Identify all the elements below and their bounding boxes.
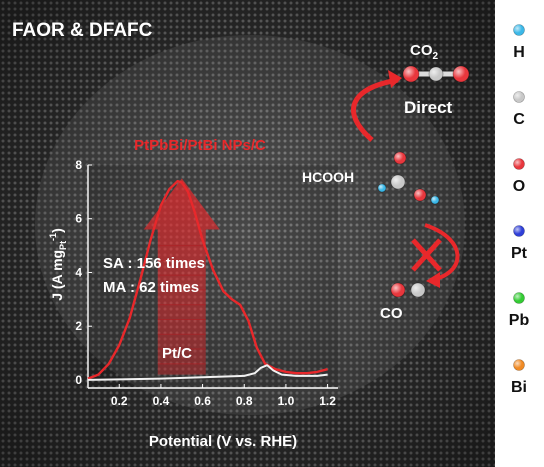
mass-activity-text: MA : 62 times: [103, 279, 199, 296]
legend-label-bi: Bi: [511, 379, 527, 396]
x-tick-label: 0.4: [153, 394, 170, 408]
hcooh-hydrogen-atom-shine: [431, 196, 439, 204]
legend-label-o: O: [513, 178, 525, 195]
hcooh-oxygen-atom-shine: [394, 152, 406, 164]
direct-pathway-arrow: [351, 77, 399, 142]
figure-title: FAOR & DFAFC: [12, 20, 153, 41]
co2-oxygen-atom-shine: [453, 66, 469, 82]
reaction-scheme: CO2 Direct HCOOH CO: [302, 42, 470, 322]
legend-swatch-shine: [513, 158, 525, 170]
co-oxygen-atom-shine: [391, 283, 405, 297]
legend-label-pt: Pt: [511, 245, 528, 262]
series-line-catalyst: [87, 179, 328, 380]
x-axis-label: Potential (V vs. RHE): [149, 433, 297, 450]
plot-area: [88, 165, 338, 388]
y-tick-label: 8: [75, 158, 82, 172]
x-tick-label: 0.8: [236, 394, 253, 408]
direct-pathway-arrowhead: [388, 70, 402, 88]
reference-label: Pt/C: [162, 345, 192, 362]
hcooh-hydrogen-atom-shine: [378, 184, 386, 192]
co-carbon-atom-shine: [411, 283, 425, 297]
legend-swatch-shine: [513, 225, 525, 237]
element-legend: H C O Pt Pb Bi: [509, 24, 530, 396]
legend-swatch-shine: [513, 292, 525, 304]
legend-label-c: C: [513, 111, 525, 128]
co2-oxygen-atom-shine: [403, 66, 419, 82]
enhancement-arrow: [143, 178, 220, 375]
blocked-cross-mark: [411, 238, 442, 272]
y-tick-label: 4: [75, 265, 82, 279]
y-tick-label: 6: [75, 212, 82, 226]
y-tick-label: 2: [75, 319, 82, 333]
legend-swatch-shine: [513, 359, 525, 371]
hcooh-oxygen-atom-shine: [414, 189, 426, 201]
y-tick-label: 0: [75, 373, 82, 387]
specific-activity-text: SA : 156 times: [103, 255, 205, 272]
indirect-pathway-arrowhead: [426, 272, 440, 288]
x-tick-label: 0.2: [111, 394, 128, 408]
x-tick-label: 0.6: [194, 394, 211, 408]
catalyst-label: PtPbBi/PtBi NPs/C: [134, 137, 266, 154]
y-axis-label: J (A mgPt-1): [48, 228, 68, 301]
legend-swatch-shine: [513, 91, 525, 103]
hcooh-carbon-atom-shine: [391, 175, 405, 189]
co2-carbon-atom-shine: [429, 67, 443, 81]
co2-label: CO2: [410, 42, 439, 62]
hcooh-label: HCOOH: [302, 169, 354, 185]
x-tick-label: 1.2: [319, 394, 336, 408]
legend-swatch-shine: [513, 24, 525, 36]
legend-label-pb: Pb: [509, 312, 530, 329]
series-line-reference: [87, 364, 328, 381]
x-tick-label: 1.0: [278, 394, 295, 408]
legend-label-h: H: [513, 44, 525, 61]
polarization-plot: 0.2 0.4 0.6 0.8 1.0 1.2 0 2 4 6 8 Potential (V vs. …: [48, 137, 338, 450]
direct-label: Direct: [404, 98, 453, 117]
co-label: CO: [380, 305, 403, 322]
